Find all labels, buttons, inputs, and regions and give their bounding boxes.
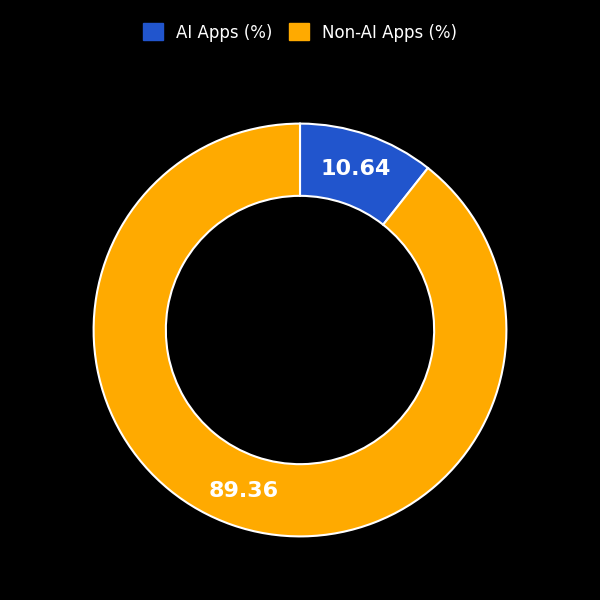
Wedge shape [94, 124, 506, 536]
Legend: AI Apps (%), Non-AI Apps (%): AI Apps (%), Non-AI Apps (%) [137, 19, 463, 47]
Text: 10.64: 10.64 [320, 159, 391, 179]
Text: 89.36: 89.36 [209, 481, 279, 501]
Wedge shape [300, 124, 428, 225]
